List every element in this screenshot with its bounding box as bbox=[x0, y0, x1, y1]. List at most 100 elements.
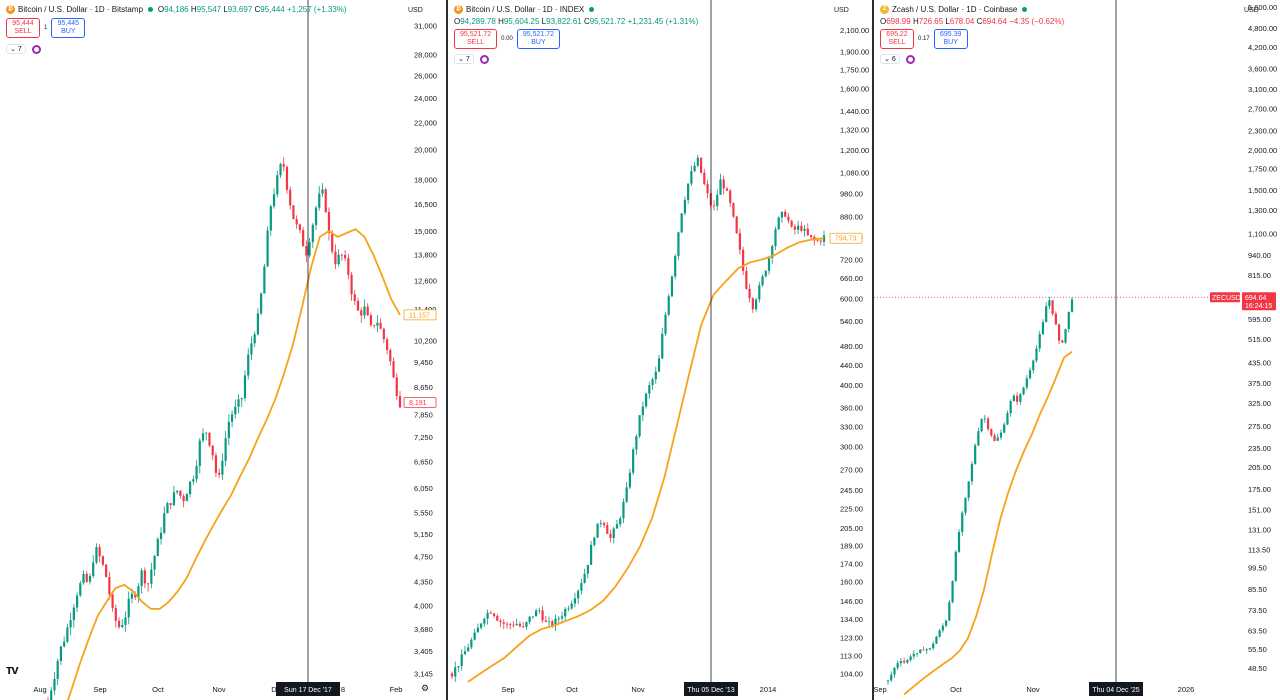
ohlc-row: O698.99 H726.65 L678.04 C694.64 −4.35 (−… bbox=[880, 17, 1065, 26]
candle-up bbox=[276, 175, 279, 195]
candle-up bbox=[243, 375, 247, 399]
candle-down bbox=[208, 432, 211, 446]
bitcoin-icon: ₿ bbox=[6, 5, 15, 14]
buy-button[interactable]: 95,521.72 BUY bbox=[516, 29, 560, 49]
symbol-title[interactable]: Bitcoin / U.S. Dollar · 1D · Bitstamp bbox=[18, 5, 143, 14]
market-open-icon bbox=[147, 7, 153, 12]
candle-down bbox=[169, 503, 172, 506]
candle-up bbox=[803, 228, 806, 231]
candle-up bbox=[525, 622, 528, 627]
y-tick-label: 4,350 bbox=[414, 578, 433, 587]
candle-up bbox=[272, 194, 276, 207]
y-tick-label: 31,000 bbox=[414, 22, 437, 31]
sell-button[interactable]: 95,444 SELL bbox=[6, 18, 40, 38]
y-tick-label: 600.00 bbox=[840, 294, 863, 303]
candle-up bbox=[56, 661, 59, 679]
candle-down bbox=[518, 623, 522, 627]
high-value: 95,604.25 bbox=[503, 17, 540, 26]
candle-up bbox=[716, 194, 719, 207]
buy-button[interactable]: 95,445 BUY bbox=[51, 18, 86, 38]
panel-divider bbox=[872, 0, 874, 700]
candle-down bbox=[334, 251, 337, 265]
y-tick-label: 15,000 bbox=[414, 227, 437, 236]
indicator-toggle[interactable]: ⌄ 6 bbox=[880, 54, 915, 64]
candle-up bbox=[121, 624, 124, 628]
indicator-icon[interactable] bbox=[479, 54, 489, 64]
candle-up bbox=[919, 649, 922, 654]
candle-down bbox=[356, 300, 360, 311]
candle-down bbox=[602, 523, 606, 526]
candle-down bbox=[551, 621, 554, 626]
candle-up bbox=[583, 573, 586, 583]
symbol-title[interactable]: Bitcoin / U.S. Dollar · 1D · INDEX bbox=[466, 5, 585, 14]
chart-panel-index[interactable]: ₿ Bitcoin / U.S. Dollar · 1D · INDEX O94… bbox=[448, 0, 872, 700]
candle-up bbox=[79, 583, 82, 596]
candle-up bbox=[1035, 348, 1038, 361]
candle-up bbox=[554, 618, 557, 626]
candle-up bbox=[50, 690, 53, 700]
y-tick-label: 4,000 bbox=[414, 601, 433, 610]
candle-down bbox=[793, 226, 796, 230]
buy-button[interactable]: 695.39 BUY bbox=[933, 29, 968, 49]
chart-canvas[interactable]: 104.00 113.00 123.00 134.00 146.00 160.00 174.… bbox=[448, 0, 872, 700]
moving-average-line bbox=[66, 228, 401, 700]
candle-up bbox=[250, 343, 253, 355]
symbol-title[interactable]: Zcash / U.S. Dollar · 1D · Coinbase bbox=[892, 5, 1018, 14]
settings-icon[interactable]: ⚙ bbox=[421, 683, 430, 693]
indicator-toggle[interactable]: ⌄ 7 bbox=[6, 44, 41, 54]
candle-down bbox=[1061, 340, 1064, 343]
candle-down bbox=[922, 649, 925, 651]
candle-up bbox=[376, 322, 379, 326]
y-tick-label: 5,550 bbox=[414, 509, 433, 518]
y-tick-label: 8,650 bbox=[414, 383, 433, 392]
candle-up bbox=[473, 632, 476, 640]
candle-up bbox=[279, 164, 282, 176]
y-tick-label: 5,600.00 bbox=[1248, 3, 1277, 12]
x-tick-label: Sep bbox=[93, 685, 106, 694]
candle-up bbox=[515, 623, 518, 626]
y-tick-label: 1,300.00 bbox=[1248, 206, 1277, 215]
candle-up bbox=[999, 432, 1003, 438]
x-tick-label: 2026 bbox=[1178, 685, 1195, 694]
candle-up bbox=[311, 224, 314, 243]
candle-up bbox=[234, 406, 237, 415]
candle-up bbox=[758, 285, 761, 300]
candle-down bbox=[505, 623, 509, 625]
sell-button[interactable]: 95,521.72 SELL bbox=[454, 29, 498, 49]
candle-down bbox=[211, 445, 214, 456]
chart-panel-bitstamp[interactable]: ₿ Bitcoin / U.S. Dollar · 1D · Bitstamp … bbox=[0, 0, 446, 700]
candle-down bbox=[392, 361, 395, 378]
candle-up bbox=[1064, 328, 1067, 343]
indicator-icon[interactable] bbox=[31, 44, 41, 54]
chart-canvas[interactable]: 48.50 55.50 63.50 73.50 85.50 99.50 113.50 131.… bbox=[874, 0, 1280, 700]
candle-up bbox=[935, 636, 938, 644]
candle-up bbox=[628, 472, 632, 488]
y-tick-label: 26,000 bbox=[414, 71, 437, 80]
indicator-icon[interactable] bbox=[905, 54, 915, 64]
y-tick-label: 4,750 bbox=[414, 553, 433, 562]
crosshair-date-label: Sun 17 Dec '17 bbox=[284, 687, 332, 694]
candle-up bbox=[1048, 300, 1051, 307]
y-tick-label: 205.00 bbox=[1248, 463, 1271, 472]
indicator-toggle[interactable]: ⌄ 7 bbox=[454, 54, 489, 64]
candle-up bbox=[767, 258, 771, 271]
y-tick-label: 1,080.00 bbox=[840, 169, 869, 178]
candle-up bbox=[531, 616, 534, 618]
y-tick-label: 1,440.00 bbox=[840, 107, 869, 116]
chevron-down-icon: ⌄ bbox=[10, 46, 16, 53]
y-tick-label: 2,300.00 bbox=[1248, 127, 1277, 136]
candle-down bbox=[990, 429, 993, 436]
chart-canvas[interactable]: 3,145 3,405 3,680 4,000 4,350 4,750 5,150 5,550… bbox=[0, 0, 446, 700]
candle-up bbox=[156, 539, 159, 556]
sell-button[interactable]: 695.22 SELL bbox=[880, 29, 914, 49]
candle-down bbox=[703, 172, 706, 185]
chart-panel-coinbase[interactable]: Z Zcash / U.S. Dollar · 1D · Coinbase O6… bbox=[874, 0, 1280, 700]
candle-down bbox=[450, 673, 454, 677]
y-tick-label: 940.00 bbox=[1248, 251, 1271, 260]
candle-up bbox=[176, 490, 179, 493]
candle-down bbox=[179, 490, 182, 497]
ohlc-values: O94,186 H95,547 L93,697 C95,444 +1,257 (… bbox=[157, 5, 347, 14]
candle-up bbox=[247, 354, 250, 376]
candle-up bbox=[589, 544, 593, 565]
